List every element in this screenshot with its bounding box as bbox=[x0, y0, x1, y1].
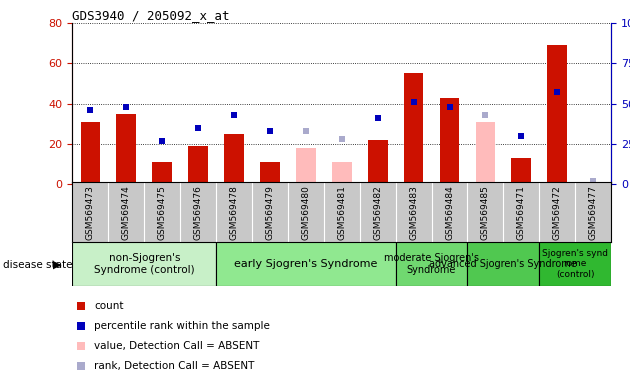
Text: non-Sjogren's
Syndrome (control): non-Sjogren's Syndrome (control) bbox=[94, 253, 195, 275]
Text: GSM569473: GSM569473 bbox=[86, 185, 95, 240]
Text: rank, Detection Call = ABSENT: rank, Detection Call = ABSENT bbox=[94, 361, 255, 371]
Text: GSM569478: GSM569478 bbox=[229, 185, 239, 240]
Bar bbox=[260, 162, 280, 184]
Bar bbox=[332, 162, 352, 184]
Text: GSM569483: GSM569483 bbox=[409, 185, 418, 240]
Text: GSM569480: GSM569480 bbox=[301, 185, 311, 240]
Bar bbox=[117, 114, 136, 184]
Bar bbox=[296, 148, 316, 184]
Text: count: count bbox=[94, 301, 123, 311]
Text: GSM569477: GSM569477 bbox=[588, 185, 598, 240]
Text: value, Detection Call = ABSENT: value, Detection Call = ABSENT bbox=[94, 341, 260, 351]
Text: GSM569482: GSM569482 bbox=[373, 185, 382, 240]
Text: GSM569472: GSM569472 bbox=[553, 185, 562, 240]
Bar bbox=[81, 122, 100, 184]
Bar bbox=[547, 45, 567, 184]
Text: disease state: disease state bbox=[3, 260, 72, 270]
Bar bbox=[440, 98, 459, 184]
Text: percentile rank within the sample: percentile rank within the sample bbox=[94, 321, 270, 331]
Text: GSM569476: GSM569476 bbox=[193, 185, 203, 240]
Bar bbox=[539, 242, 611, 286]
Text: GSM569474: GSM569474 bbox=[122, 185, 131, 240]
Text: GSM569479: GSM569479 bbox=[265, 185, 275, 240]
Text: advanced Sjogren's Syndrome: advanced Sjogren's Syndrome bbox=[430, 259, 577, 269]
Bar bbox=[368, 140, 387, 184]
Bar bbox=[396, 242, 467, 286]
Text: Sjogren's synd
rome
(control): Sjogren's synd rome (control) bbox=[542, 249, 608, 279]
Bar bbox=[216, 242, 396, 286]
Text: GDS3940 / 205092_x_at: GDS3940 / 205092_x_at bbox=[72, 9, 230, 22]
Text: GSM569481: GSM569481 bbox=[337, 185, 346, 240]
Bar bbox=[404, 73, 423, 184]
Bar bbox=[224, 134, 244, 184]
Text: GSM569475: GSM569475 bbox=[158, 185, 167, 240]
Bar bbox=[476, 122, 495, 184]
Text: moderate Sjogren's
Syndrome: moderate Sjogren's Syndrome bbox=[384, 253, 479, 275]
Bar bbox=[152, 162, 172, 184]
Text: ▶: ▶ bbox=[54, 260, 62, 270]
Bar bbox=[467, 242, 539, 286]
Text: early Sjogren's Syndrome: early Sjogren's Syndrome bbox=[234, 259, 377, 269]
Text: GSM569484: GSM569484 bbox=[445, 185, 454, 240]
Bar bbox=[512, 158, 531, 184]
Bar bbox=[188, 146, 208, 184]
Text: GSM569485: GSM569485 bbox=[481, 185, 490, 240]
Bar bbox=[72, 242, 216, 286]
Text: GSM569471: GSM569471 bbox=[517, 185, 526, 240]
